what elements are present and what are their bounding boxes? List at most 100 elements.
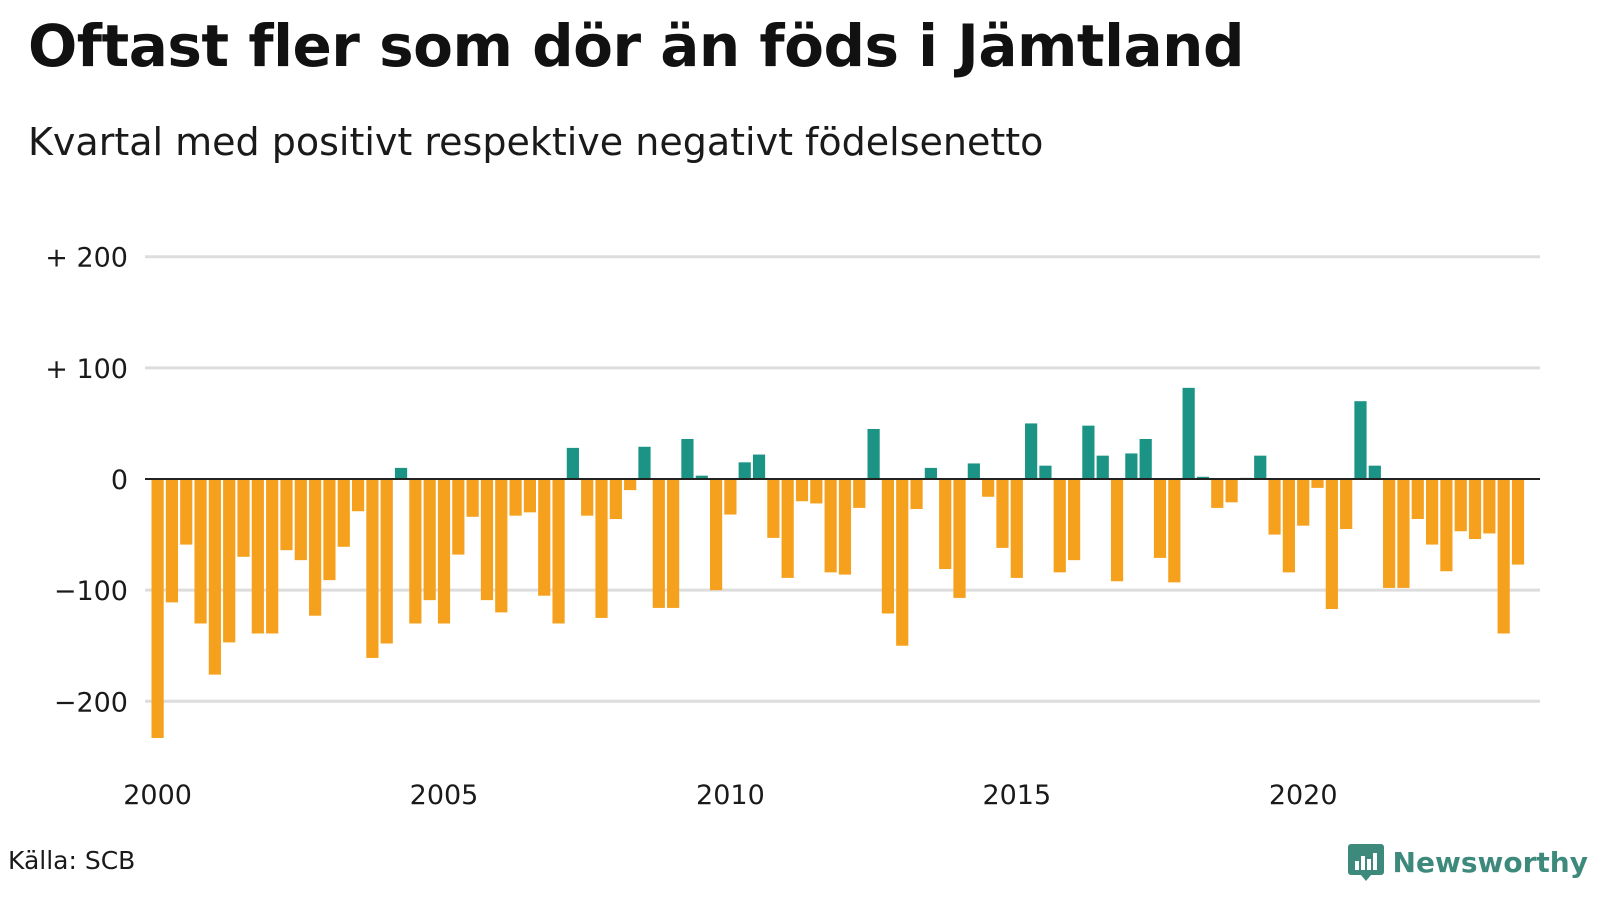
x-tick-label: 2000 xyxy=(123,780,192,811)
bar-negative xyxy=(495,479,508,613)
bar-positive xyxy=(752,454,766,479)
bar-positive xyxy=(1082,425,1095,479)
bar-positive xyxy=(924,467,937,479)
bar-negative xyxy=(1468,479,1482,540)
bar-negative xyxy=(323,479,336,581)
bar-negative xyxy=(151,479,164,738)
bar-negative xyxy=(1110,479,1124,582)
bar-negative xyxy=(652,479,665,608)
bar-negative xyxy=(1211,479,1224,508)
bar-negative xyxy=(1297,479,1310,526)
bar-negative xyxy=(437,479,451,624)
chart-title: Oftast fler som dör än föds i Jämtland xyxy=(28,12,1244,80)
bar-negative xyxy=(724,479,737,515)
bar-negative xyxy=(1340,479,1353,530)
bar-negative xyxy=(595,479,608,618)
bar-negative xyxy=(1411,479,1424,520)
y-tick-label: + 100 xyxy=(45,354,128,385)
bar-negative xyxy=(1497,479,1510,634)
bar-negative xyxy=(1225,479,1238,503)
bar-negative xyxy=(1511,479,1525,565)
chart-subtitle: Kvartal med positivt respektive negativt… xyxy=(28,120,1044,164)
bar-negative xyxy=(853,479,866,508)
bar-positive xyxy=(1025,423,1038,479)
bar-negative xyxy=(624,479,637,491)
bar-positive xyxy=(967,463,980,479)
bar-positive xyxy=(1139,438,1152,479)
bar-negative xyxy=(939,479,952,570)
bar-positive xyxy=(738,462,751,479)
bar-negative xyxy=(552,479,565,624)
bar-positive xyxy=(566,447,579,479)
bar-negative xyxy=(996,479,1009,548)
bar-positive xyxy=(867,428,880,479)
bar-negative xyxy=(423,479,436,601)
bar-negative xyxy=(1397,479,1410,588)
bar-negative xyxy=(1311,479,1324,488)
bar-negative xyxy=(194,479,207,624)
bar-negative xyxy=(1268,479,1281,535)
x-tick-label: 2010 xyxy=(696,780,765,811)
bar-negative xyxy=(1010,479,1023,578)
bar-negative xyxy=(509,479,522,516)
bar-negative xyxy=(609,479,622,520)
bar-negative xyxy=(1425,479,1439,545)
bar-positive xyxy=(1354,401,1367,479)
bar-negative xyxy=(251,479,264,634)
source-note: Källa: SCB xyxy=(8,846,136,875)
bar-negative xyxy=(452,479,465,555)
bar-positive xyxy=(1182,387,1195,479)
bar-negative xyxy=(409,479,422,624)
bar-negative xyxy=(309,479,322,616)
bar-negative xyxy=(280,479,293,551)
bar-negative xyxy=(781,479,794,578)
x-tick-label: 2020 xyxy=(1269,780,1338,811)
bar-positive xyxy=(638,446,651,479)
bar-positive xyxy=(681,438,694,479)
bar-negative xyxy=(795,479,809,502)
y-tick-label: 0 xyxy=(111,465,128,496)
x-axis-ticks: 2000 2005 2010 2015 2020 xyxy=(123,780,1337,811)
bar-negative xyxy=(366,479,379,658)
bar-negative xyxy=(1383,479,1396,588)
bar-negative xyxy=(767,479,780,538)
bar-negative xyxy=(165,479,179,603)
bar-positive xyxy=(1096,455,1109,479)
bar-positive xyxy=(695,475,708,479)
bar-positive xyxy=(1254,455,1267,479)
bar-chart: + 200 + 100 0 −100 −200 2000 2005 2010 2015 2020 xyxy=(45,243,1540,811)
bar-negative xyxy=(810,479,823,504)
brand-name: Newsworthy xyxy=(1392,845,1588,879)
bar-negative xyxy=(208,479,221,675)
bar-negative xyxy=(1153,479,1167,558)
y-tick-label: −100 xyxy=(54,576,128,607)
bar-negative xyxy=(523,479,537,513)
bar-negative xyxy=(1454,479,1467,532)
bar-negative xyxy=(910,479,923,510)
bar-negative xyxy=(667,479,680,608)
grid-lines xyxy=(145,255,1540,703)
bar-negative xyxy=(466,479,479,517)
bar-negative xyxy=(1282,479,1295,573)
bar-negative xyxy=(1440,479,1453,572)
bar-negative xyxy=(237,479,250,557)
newsworthy-logo-icon xyxy=(1347,844,1384,881)
bar-positive xyxy=(1196,476,1210,479)
bar-negative xyxy=(380,479,393,644)
bar-negative xyxy=(337,479,350,547)
bar-negative xyxy=(1168,479,1181,583)
bar-negative xyxy=(1483,479,1496,534)
bar-positive xyxy=(1125,453,1138,479)
bar-negative xyxy=(351,479,365,512)
bar-negative xyxy=(223,479,236,643)
bar-negative xyxy=(881,479,895,614)
bar-negative xyxy=(180,479,193,545)
bar-negative xyxy=(824,479,837,573)
bar-positive xyxy=(394,467,408,479)
y-axis-ticks: + 200 + 100 0 −100 −200 xyxy=(45,243,128,719)
bar-negative xyxy=(982,479,995,497)
bar-negative xyxy=(581,479,594,516)
bar-negative xyxy=(838,479,852,575)
y-tick-label: + 200 xyxy=(45,243,128,274)
x-tick-label: 2005 xyxy=(410,780,479,811)
